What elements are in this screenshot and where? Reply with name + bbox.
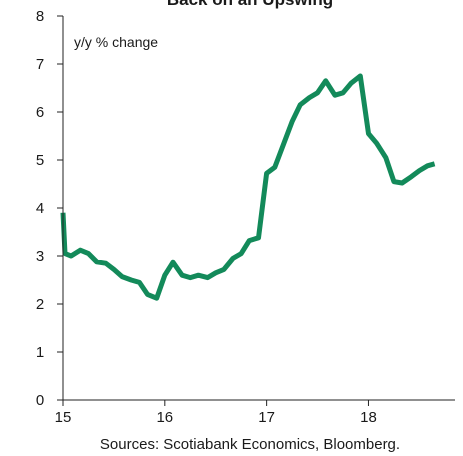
chart-title: Back on an Upswing xyxy=(167,0,333,9)
y-tick-label: 3 xyxy=(36,248,44,265)
plot-area xyxy=(60,73,436,301)
x-tick-label: 17 xyxy=(258,409,275,426)
x-tick-label: 15 xyxy=(55,409,72,426)
y-tick-label: 6 xyxy=(36,104,44,121)
x-tick-label: 16 xyxy=(156,409,173,426)
x-axis: 15 16 17 18 xyxy=(55,400,377,426)
y-tick-label: 5 xyxy=(36,152,44,169)
y-axis-label: y/y % change xyxy=(74,34,158,50)
x-tick-label: 18 xyxy=(360,409,377,426)
y-tick-label: 2 xyxy=(36,296,44,313)
y-tick-label: 8 xyxy=(36,8,44,25)
series-line-0 xyxy=(60,73,436,301)
source-note: Sources: Scotiabank Economics, Bloomberg… xyxy=(100,436,400,453)
y-tick-label: 1 xyxy=(36,344,44,361)
y-tick-label: 4 xyxy=(36,200,44,217)
y-tick-label: 0 xyxy=(36,392,44,409)
y-axis: 0 1 2 3 4 5 6 7 8 xyxy=(36,8,63,409)
y-tick-label: 7 xyxy=(36,56,44,73)
